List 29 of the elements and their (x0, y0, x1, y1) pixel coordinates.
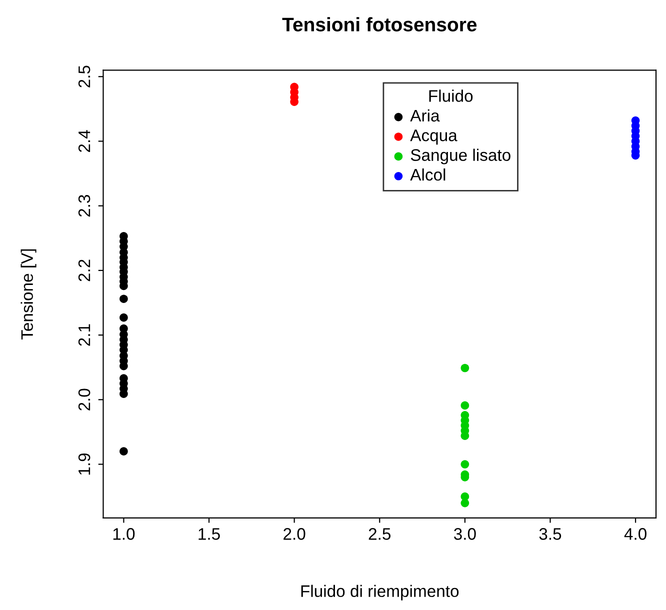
y-tick-label: 2.1 (78, 324, 90, 346)
y-axis-title: Tensione [V] (20, 249, 36, 340)
legend-title: Fluido (429, 90, 473, 102)
legend-label: Sangue lisato (410, 148, 510, 164)
y-tick-label: 1.9 (78, 453, 90, 475)
x-tick-label: 3.5 (539, 528, 562, 540)
x-tick-label: 2.0 (284, 528, 306, 540)
x-tick-label: 2.5 (368, 528, 391, 540)
x-tick-label: 4.0 (624, 528, 646, 540)
x-tick-label: 3.0 (454, 528, 476, 540)
x-axis-title: Fluido di riempimento (301, 584, 459, 600)
point (120, 313, 128, 322)
chart-title: Tensioni fotosensore (282, 17, 477, 32)
point (460, 364, 470, 372)
y-tick-label: 2.0 (78, 388, 90, 410)
point (460, 460, 470, 468)
y-tick-label: 2.4 (78, 130, 90, 152)
y-tick-label: 2.2 (78, 260, 90, 282)
y-tick-label: 2.3 (78, 194, 90, 217)
x-tick-label: 1.5 (198, 528, 220, 540)
point (460, 498, 470, 508)
legend-label: Aria (410, 109, 440, 122)
y-tick-label: 2.5 (78, 66, 90, 88)
x-tick-label: 1.0 (113, 528, 135, 540)
point (460, 401, 470, 410)
point (120, 294, 128, 304)
point (120, 447, 128, 456)
legend-label: Alcol (410, 168, 446, 181)
legend-label: Acqua (410, 130, 458, 145)
